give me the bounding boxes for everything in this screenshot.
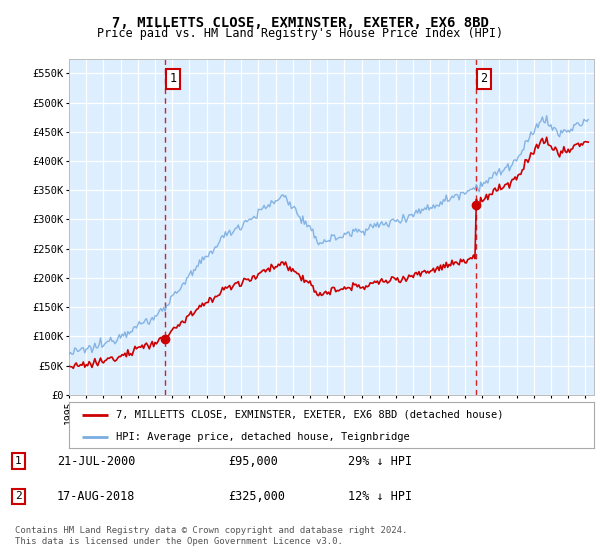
Text: 2: 2	[15, 491, 22, 501]
Text: 1: 1	[15, 456, 22, 466]
Text: £95,000: £95,000	[228, 455, 278, 468]
Text: Price paid vs. HM Land Registry's House Price Index (HPI): Price paid vs. HM Land Registry's House …	[97, 27, 503, 40]
Text: 7, MILLETTS CLOSE, EXMINSTER, EXETER, EX6 8BD (detached house): 7, MILLETTS CLOSE, EXMINSTER, EXETER, EX…	[116, 410, 504, 420]
Text: 7, MILLETTS CLOSE, EXMINSTER, EXETER, EX6 8BD: 7, MILLETTS CLOSE, EXMINSTER, EXETER, EX…	[112, 16, 488, 30]
Text: 17-AUG-2018: 17-AUG-2018	[57, 490, 136, 503]
Text: 29% ↓ HPI: 29% ↓ HPI	[348, 455, 412, 468]
Text: 2: 2	[481, 72, 488, 86]
Text: 1: 1	[170, 72, 177, 86]
Text: 21-JUL-2000: 21-JUL-2000	[57, 455, 136, 468]
Text: 12% ↓ HPI: 12% ↓ HPI	[348, 490, 412, 503]
Text: Contains HM Land Registry data © Crown copyright and database right 2024.
This d: Contains HM Land Registry data © Crown c…	[15, 526, 407, 546]
Text: HPI: Average price, detached house, Teignbridge: HPI: Average price, detached house, Teig…	[116, 432, 410, 441]
Text: £325,000: £325,000	[228, 490, 285, 503]
